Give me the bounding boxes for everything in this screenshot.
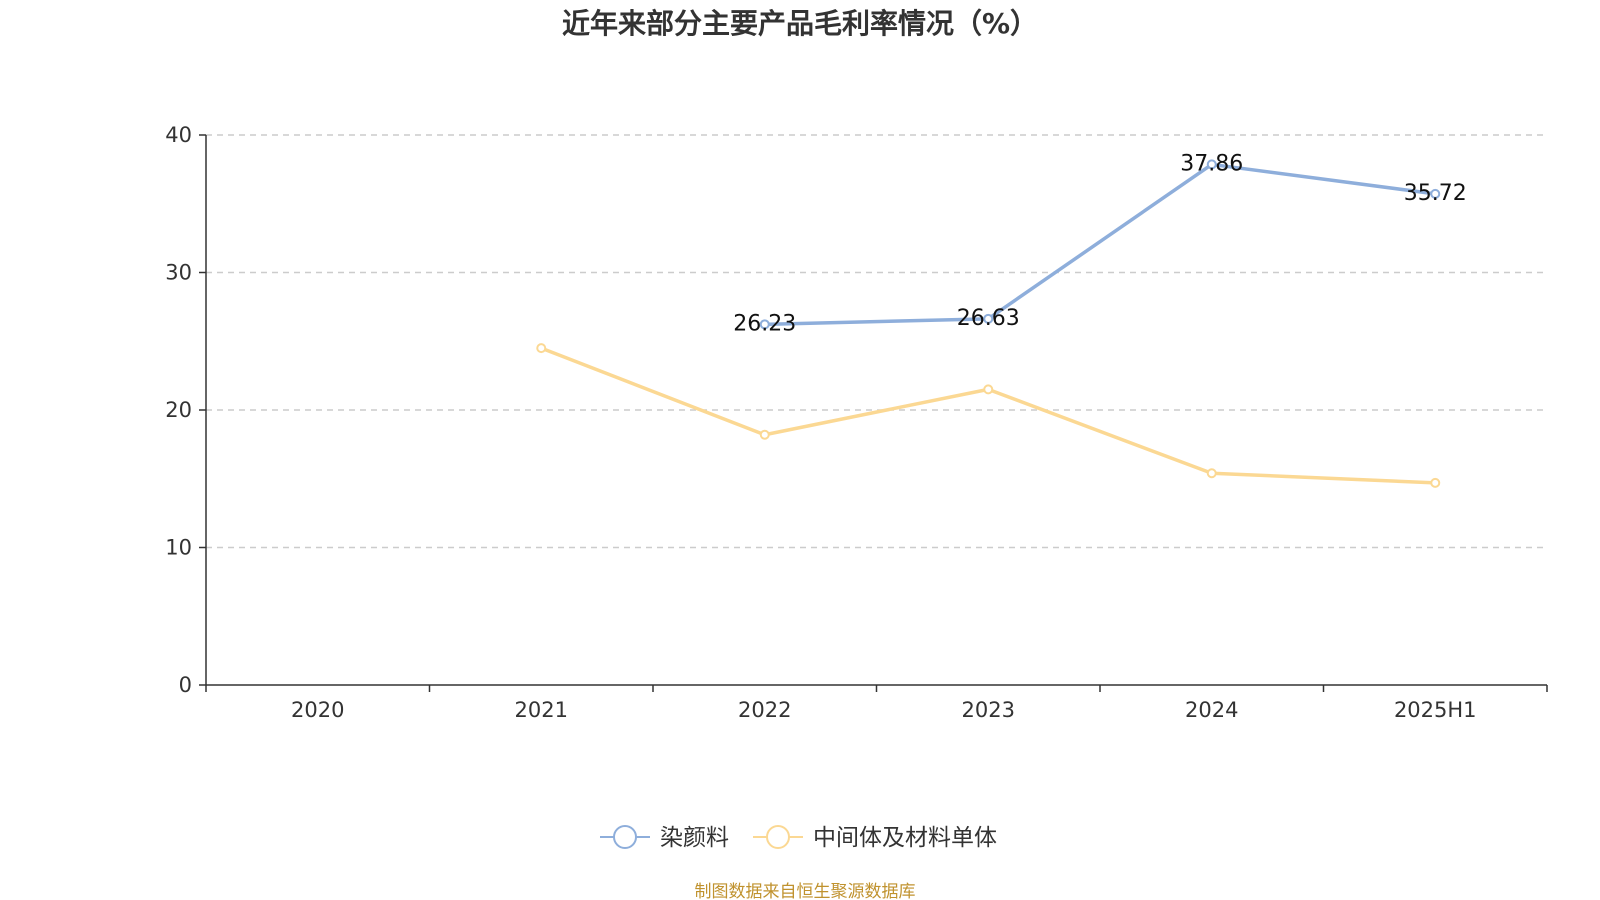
series-group <box>536 159 1441 488</box>
data-labels: 26.23 26.63 37.86 35.72 <box>733 151 1466 336</box>
legend-swatch-marker <box>613 825 637 849</box>
legend-label: 染颜料 <box>660 825 729 851</box>
source-note: 制图数据来自恒生聚源数据库 <box>695 882 916 900</box>
y-tick-label: 40 <box>165 123 192 147</box>
legend-label: 中间体及材料单体 <box>813 825 997 851</box>
series-line-1 <box>540 346 1436 485</box>
data-point <box>1206 159 1217 170</box>
x-tick-label: 2023 <box>962 698 1015 722</box>
data-point <box>1430 477 1441 488</box>
data-label: 37.86 <box>1180 151 1243 176</box>
chart-title: 近年来部分主要产品毛利率情况（%） <box>562 7 1038 40</box>
data-point <box>1206 468 1217 479</box>
y-tick-label: 10 <box>165 536 192 560</box>
data-label: 35.72 <box>1404 181 1467 206</box>
x-tick-label: 2025H1 <box>1394 698 1477 722</box>
y-tick-label: 20 <box>165 398 192 422</box>
x-tick-label: 2022 <box>738 698 791 722</box>
series-line-0 <box>764 162 1436 327</box>
y-axis-ticks: 0 10 20 30 40 <box>165 123 206 697</box>
legend-swatch-marker <box>766 825 790 849</box>
data-point <box>983 313 994 324</box>
grid-lines <box>206 134 1547 549</box>
data-point <box>536 343 547 354</box>
data-point <box>759 319 770 330</box>
y-tick-label: 30 <box>165 261 192 285</box>
data-point <box>983 384 994 395</box>
data-point <box>1430 188 1441 199</box>
x-tick-label: 2021 <box>515 698 568 722</box>
data-label: 26.63 <box>957 306 1020 331</box>
data-label: 26.23 <box>733 311 796 336</box>
x-tick-label: 2024 <box>1185 698 1238 722</box>
x-tick-label: 2020 <box>291 698 344 722</box>
x-axis-ticks: 2020 2021 2022 2023 2024 2025H1 <box>205 685 1548 722</box>
y-tick-label: 0 <box>179 673 192 697</box>
data-point <box>759 429 770 440</box>
legend: 染颜料 中间体及材料单体 <box>600 825 997 851</box>
